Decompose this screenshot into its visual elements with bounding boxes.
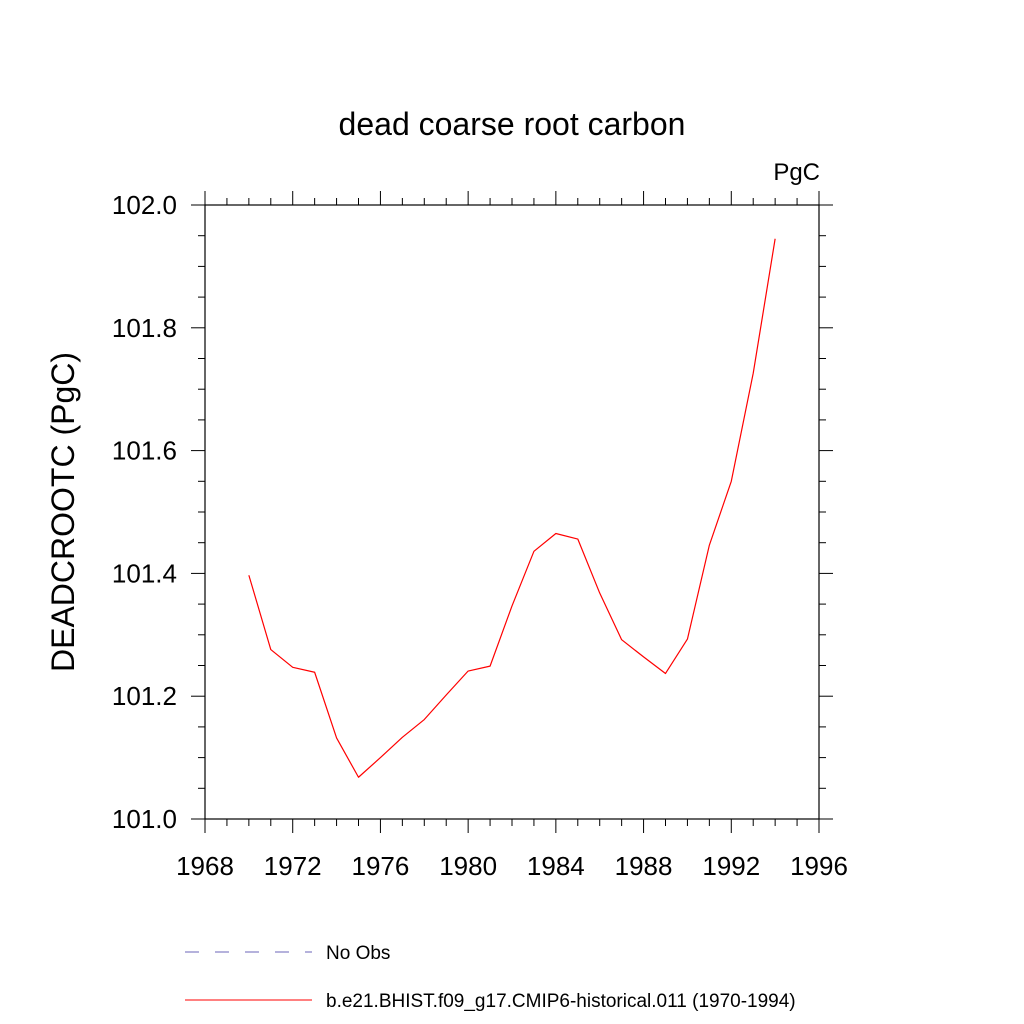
y-axis-label: DEADCROOTC (PgC) — [45, 352, 81, 672]
x-tick-label: 1992 — [702, 851, 760, 881]
y-tick-label: 101.8 — [112, 313, 177, 343]
plot-frame — [204, 204, 820, 820]
chart-title: dead coarse root carbon — [339, 106, 686, 142]
y-tick-label: 101.4 — [112, 558, 177, 588]
legend: No Obs b.e21.BHIST.f09_g17.CMIP6-historic… — [185, 943, 796, 1012]
x-tick-label: 1976 — [352, 851, 410, 881]
y-tick-label: 102.0 — [112, 190, 177, 220]
y-tick-label: 101.6 — [112, 436, 177, 466]
series-line — [248, 238, 776, 778]
y-tick-label: 101.0 — [112, 804, 177, 834]
x-tick-label: 1988 — [615, 851, 673, 881]
series-layer — [248, 238, 776, 778]
x-tick-label: 1984 — [527, 851, 585, 881]
x-tick-label: 1972 — [264, 851, 322, 881]
x-tick-label: 1996 — [790, 851, 848, 881]
y-tick-label: 101.2 — [112, 681, 177, 711]
axis-tick-labels: 1968 1972 1976 1980 1984 1988 1992 1996 101.0 101… — [112, 190, 848, 881]
x-tick-label: 1980 — [439, 851, 497, 881]
units-label: PgC — [773, 159, 820, 186]
axis-ticks — [191, 191, 833, 833]
legend-label: b.e21.BHIST.f09_g17.CMIP6-historical.011… — [326, 991, 796, 1012]
x-tick-label: 1968 — [176, 851, 234, 881]
legend-label: No Obs — [326, 943, 390, 964]
